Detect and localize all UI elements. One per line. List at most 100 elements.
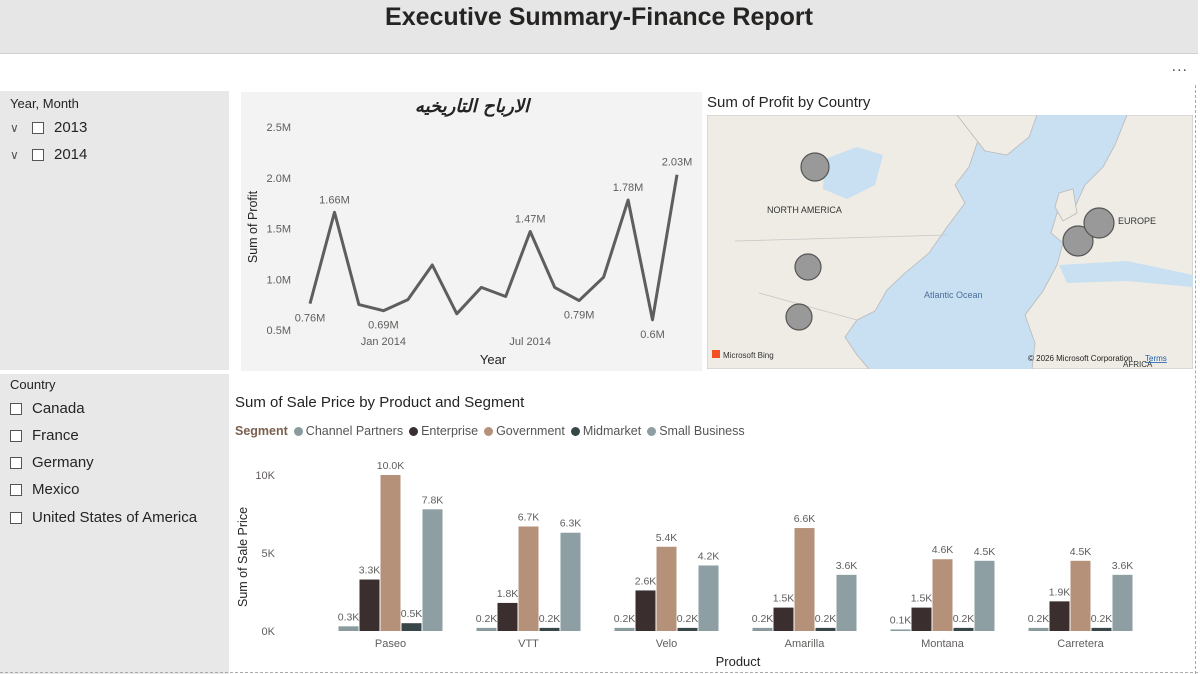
bar[interactable] xyxy=(752,627,773,631)
bubble-canada[interactable] xyxy=(800,152,830,182)
bar-chart-category-label: Paseo xyxy=(375,638,406,650)
bar[interactable] xyxy=(656,546,677,631)
line-chart-data-label: 0.6M xyxy=(640,329,664,341)
bar[interactable] xyxy=(836,574,857,631)
bar-data-label: 0.5K xyxy=(401,608,423,620)
hudson-bay xyxy=(823,147,883,199)
profit-map[interactable]: NORTH AMERICA EUROPE Atlantic Ocean AFRI… xyxy=(707,115,1193,369)
more-options-icon[interactable]: ... xyxy=(1171,58,1188,75)
bar[interactable] xyxy=(1028,627,1049,631)
bar[interactable] xyxy=(359,579,380,631)
line-chart-data-label: 0.69M xyxy=(368,320,399,332)
map-label-north-america: NORTH AMERICA xyxy=(767,205,842,215)
bar[interactable] xyxy=(614,627,635,631)
bar[interactable] xyxy=(338,626,359,631)
slicer-item-united-states[interactable]: United States of America xyxy=(10,509,197,526)
bar[interactable] xyxy=(539,627,560,631)
bar[interactable] xyxy=(1112,574,1133,631)
line-chart-y-tick: 2.0M xyxy=(267,173,291,185)
bar-chart-category-label: VTT xyxy=(518,638,539,650)
bar[interactable] xyxy=(974,560,995,631)
map-label-africa: AFRICA xyxy=(1123,360,1153,369)
bar[interactable] xyxy=(815,627,836,631)
bar-data-label: 0.2K xyxy=(1091,613,1113,625)
bar[interactable] xyxy=(1070,560,1091,631)
bar-chart-category-label: Amarilla xyxy=(785,638,826,650)
line-chart-data-label: 2.03M xyxy=(662,157,693,169)
checkbox-icon[interactable] xyxy=(10,511,22,524)
bar-data-label: 0.2K xyxy=(1028,613,1050,625)
mediterranean-sea xyxy=(1059,261,1193,287)
bar-chart-y-tick: 5K xyxy=(262,548,276,560)
bar[interactable] xyxy=(422,509,443,631)
line-chart-y-axis-label: Sum of Profit xyxy=(246,190,260,263)
bar[interactable] xyxy=(518,526,539,631)
slicer-item-2013[interactable]: ∨ 2013 xyxy=(10,119,87,136)
canvas-border-bottom xyxy=(0,672,1198,673)
bar[interactable] xyxy=(794,528,815,631)
checkbox-icon[interactable] xyxy=(32,121,44,134)
report-header: Executive Summary-Finance Report xyxy=(0,0,1198,54)
bar-data-label: 0.3K xyxy=(338,611,360,623)
slicer-item-label: United States of America xyxy=(32,509,198,526)
checkbox-icon[interactable] xyxy=(10,483,22,496)
bubble-mexico[interactable] xyxy=(785,303,813,331)
checkbox-icon[interactable] xyxy=(10,456,22,469)
bar-data-label: 6.6K xyxy=(794,513,816,525)
uk-land xyxy=(1054,188,1078,222)
legend-item[interactable]: Midmarket xyxy=(570,424,641,438)
chevron-down-icon[interactable]: ∨ xyxy=(10,120,19,135)
sale-price-bar-chart[interactable]: Sum of Sale Price Product 0K 5K 10K Paseo 0… xyxy=(233,434,1193,674)
bubble-germany[interactable] xyxy=(1083,207,1115,239)
slicer-item-label: Canada xyxy=(32,400,85,417)
bar[interactable] xyxy=(1049,601,1070,631)
checkbox-icon[interactable] xyxy=(10,429,22,442)
bar[interactable] xyxy=(698,565,719,631)
bar-data-label: 1.5K xyxy=(911,593,933,605)
bar-data-label: 6.3K xyxy=(560,518,582,530)
slicer-item-2014[interactable]: ∨ 2014 xyxy=(10,146,87,163)
checkbox-icon[interactable] xyxy=(32,148,44,161)
legend-item[interactable]: Enterprise xyxy=(409,424,478,438)
europe-africa-land xyxy=(1024,115,1193,369)
profit-line-chart[interactable]: الارباح التاريخيه Sum of Profit Year 0.5… xyxy=(241,92,702,371)
bar-chart-x-axis-label: Product xyxy=(716,654,761,669)
bar[interactable] xyxy=(911,607,932,631)
slicer-item-label: France xyxy=(32,427,79,444)
bubble-france[interactable] xyxy=(1062,225,1094,257)
bar[interactable] xyxy=(635,590,656,631)
slicer-item-canada[interactable]: Canada xyxy=(10,400,85,417)
bar-data-label: 0.2K xyxy=(752,613,774,625)
chevron-down-icon[interactable]: ∨ xyxy=(10,147,19,162)
bar[interactable] xyxy=(932,559,953,631)
map-terms-link[interactable]: Terms xyxy=(1145,354,1167,363)
bubble-usa[interactable] xyxy=(794,253,822,281)
bar[interactable] xyxy=(677,627,698,631)
slicer-item-france[interactable]: France xyxy=(10,427,79,444)
legend-item[interactable]: Government xyxy=(484,424,565,438)
bar[interactable] xyxy=(380,475,401,631)
legend-dot-icon xyxy=(409,426,419,436)
bar[interactable] xyxy=(560,532,581,631)
map-canvas[interactable]: NORTH AMERICA EUROPE Atlantic Ocean AFRI… xyxy=(707,115,1193,369)
bar[interactable] xyxy=(953,627,974,631)
bar-data-label: 4.2K xyxy=(698,550,720,562)
legend-label: Government xyxy=(496,424,565,438)
bar[interactable] xyxy=(773,607,794,631)
bar[interactable] xyxy=(476,627,497,631)
slicer-item-germany[interactable]: Germany xyxy=(10,454,94,471)
bar[interactable] xyxy=(1091,627,1112,631)
bar-data-label: 0.2K xyxy=(677,613,699,625)
legend-item[interactable]: Small Business xyxy=(647,424,745,438)
line-chart-data-label: 1.47M xyxy=(515,214,546,226)
bar-data-label: 4.5K xyxy=(1070,546,1092,558)
bar[interactable] xyxy=(890,629,911,631)
line-chart-data-label: 1.66M xyxy=(319,194,350,206)
bar[interactable] xyxy=(497,602,518,631)
slicer-item-mexico[interactable]: Mexico xyxy=(10,481,80,498)
legend-item[interactable]: Channel Partners xyxy=(293,424,403,438)
us-border xyxy=(734,234,948,321)
bar-chart-category-label: Carretera xyxy=(1057,638,1104,650)
bar[interactable] xyxy=(401,623,422,631)
checkbox-icon[interactable] xyxy=(10,402,22,415)
